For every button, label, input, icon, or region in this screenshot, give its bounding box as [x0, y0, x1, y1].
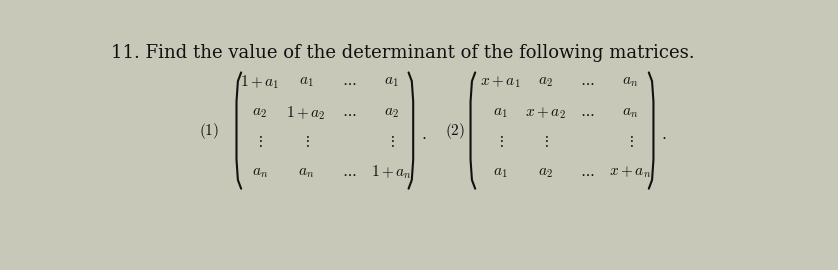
Text: $\vdots$: $\vdots$ [303, 134, 310, 149]
Text: $\vdots$: $\vdots$ [541, 134, 548, 149]
Text: $\vdots$: $\vdots$ [627, 134, 634, 149]
Text: $1+a_n$: $1+a_n$ [371, 164, 412, 181]
Text: $a_n$: $a_n$ [251, 166, 268, 180]
Text: $a_2$: $a_2$ [537, 166, 552, 180]
Text: $\cdots$: $\cdots$ [581, 106, 595, 120]
Text: $a_1$: $a_1$ [493, 106, 507, 120]
Text: $a_n$: $a_n$ [622, 75, 639, 89]
Text: $\vdots$: $\vdots$ [256, 134, 263, 149]
Text: $a_2$: $a_2$ [252, 106, 267, 120]
Text: $.$: $.$ [661, 126, 667, 143]
Text: $1+a_2$: $1+a_2$ [287, 104, 326, 122]
Text: $a_2$: $a_2$ [537, 75, 552, 89]
Text: $1+a_1$: $1+a_1$ [240, 74, 280, 91]
Text: $a_n$: $a_n$ [622, 106, 639, 120]
Text: $(1)$: $(1)$ [199, 121, 219, 141]
Text: $\cdots$: $\cdots$ [581, 75, 595, 89]
Text: $x+a_2$: $x+a_2$ [525, 106, 566, 121]
Text: $x+a_n$: $x+a_n$ [609, 165, 651, 180]
Text: $\vdots$: $\vdots$ [388, 134, 395, 149]
Text: $\cdots$: $\cdots$ [581, 166, 595, 180]
Text: $\vdots$: $\vdots$ [497, 134, 504, 149]
Text: $a_1$: $a_1$ [384, 75, 399, 89]
Text: $\cdots$: $\cdots$ [342, 75, 356, 89]
Text: $(2)$: $(2)$ [445, 121, 465, 141]
Text: $a_n$: $a_n$ [298, 166, 314, 180]
Text: 11. Find the value of the determinant of the following matrices.: 11. Find the value of the determinant of… [111, 44, 695, 62]
Text: $a_2$: $a_2$ [384, 106, 399, 120]
Text: $\cdots$: $\cdots$ [342, 106, 356, 120]
Text: $.$: $.$ [421, 126, 427, 143]
Text: $x+a_1$: $x+a_1$ [479, 75, 520, 90]
Text: $\cdots$: $\cdots$ [342, 166, 356, 180]
Text: $a_1$: $a_1$ [493, 166, 507, 180]
Text: $a_1$: $a_1$ [299, 75, 313, 89]
